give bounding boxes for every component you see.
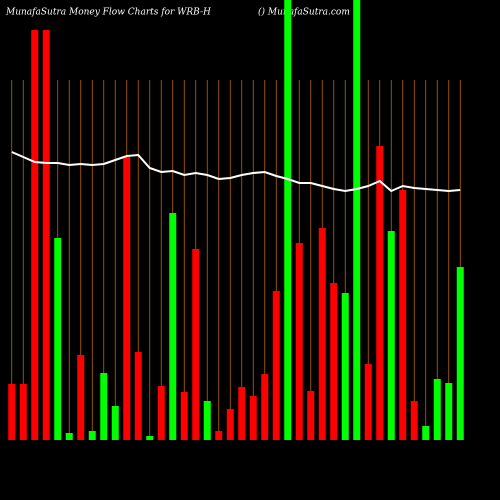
bar [123,157,131,440]
chart-subtitle: () MunafaSutra.com [258,7,350,18]
bar [318,228,326,440]
bar [376,146,384,440]
bar [445,383,453,440]
bar [399,190,407,440]
bar [31,30,39,440]
bar [295,243,303,440]
bar [433,379,441,440]
bar [146,436,154,440]
money-flow-line [11,151,461,193]
bar [54,238,62,440]
bar [307,391,315,440]
bar [42,30,50,440]
bar [330,283,338,440]
chart-title: MunafaSutra Money Flow Charts for WRB-H [5,8,211,18]
bar [456,267,464,440]
bar [8,384,16,440]
bar [111,406,119,440]
bar [65,433,73,440]
bar [353,0,361,440]
bar [284,0,292,440]
bar [169,213,177,440]
bar [203,401,211,440]
bar [77,355,85,440]
bar [238,387,246,440]
bar [341,293,349,440]
bar [364,364,372,440]
bar [192,249,200,440]
bar [410,401,418,440]
bar [226,409,234,440]
bar [261,374,269,440]
bar [134,352,142,440]
bar [422,426,430,440]
bar [88,431,96,440]
bar [387,231,395,440]
bar [100,373,108,440]
bar [272,291,280,440]
bar [19,384,27,440]
bar [157,386,165,440]
bar [249,396,257,440]
bar [215,431,223,440]
bar [180,392,188,440]
